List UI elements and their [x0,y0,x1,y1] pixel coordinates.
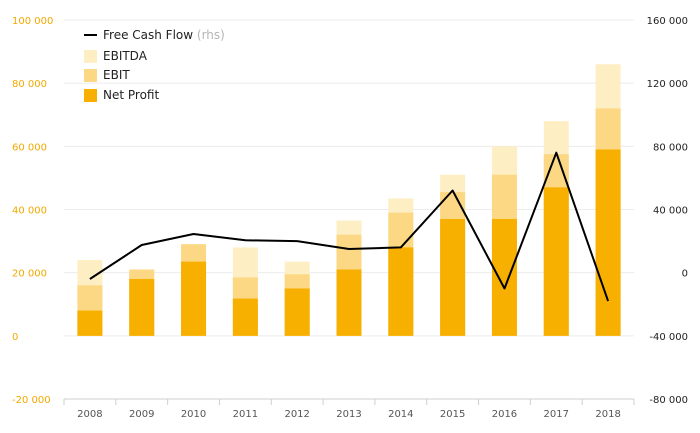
y-left-tick-label: -20 000 [12,395,51,406]
bar-net-profit-2008 [77,310,103,336]
y-left-tick-label: 0 [12,332,18,343]
bar-net-profit-2013 [336,269,362,336]
x-tick-label: 2018 [595,409,620,420]
bar-net-profit-2011 [232,298,258,336]
bar-net-profit-2016 [491,218,517,336]
y-right-tick-label: 120 000 [647,79,688,90]
x-tick-label: 2017 [544,409,569,420]
y-right-tick-label: 80 000 [653,142,688,153]
x-tick-label: 2010 [181,409,206,420]
x-tick-label: 2011 [233,409,258,420]
legend-swatch-ebitda [84,50,97,63]
y-left-tick-label: 80 000 [12,79,47,90]
x-tick-label: 2012 [284,409,309,420]
bar-net-profit-2014 [388,247,414,336]
y-left-tick-label: 100 000 [12,16,53,27]
bar-net-profit-2017 [543,187,569,336]
bar-series [77,64,621,336]
bar-net-profit-2018 [595,149,621,336]
y-left-tick-label: 60 000 [12,142,47,153]
line-free-cash-flow [89,151,610,302]
y-right-tick-label: 40 000 [653,206,688,217]
y-right-tick-label: 0 [682,269,688,280]
y-right-tick-label: -80 000 [649,395,688,406]
x-tick-label: 2015 [440,409,465,420]
y-axis-left: -20 000 0 20 000 40 000 60 000 80 000 100 000 [12,16,53,406]
y-left-tick-label: 20 000 [12,269,47,280]
bar-net-profit-2010 [181,261,207,336]
x-tick-label: 2016 [492,409,517,420]
legend: Free Cash Flow (rhs) EBITDA EBIT Net Pro… [84,28,225,102]
line-series [89,151,610,302]
legend-swatch-ebit [84,69,97,82]
y-right-tick-label: -40 000 [649,332,688,343]
y-right-tick-label: 160 000 [647,16,688,27]
legend-rhs-suffix: (rhs) [197,28,225,42]
legend-label-net-profit: Net Profit [103,88,159,102]
y-left-tick-label: 40 000 [12,206,47,217]
x-tick-label: 2009 [129,409,154,420]
x-axis: 2008 2009 2010 2011 2012 2013 2014 2015 2016 2017… [63,398,635,420]
bar-net-profit-2009 [129,278,155,336]
legend-label-ebit: EBIT [103,68,130,82]
legend-label-free-cash-flow: Free Cash Flow (rhs) [103,28,225,42]
bar-net-profit-2015 [440,218,466,336]
y-axis-right: -80 000 -40 000 0 40 000 80 000 120 000 160 00… [647,16,688,406]
legend-label-ebitda: EBITDA [103,49,148,63]
bar-net-profit-2012 [284,288,310,336]
x-tick-label: 2014 [388,409,413,420]
legend-swatch-net-profit [84,89,97,102]
x-tick-label: 2008 [77,409,102,420]
x-tick-label: 2013 [336,409,361,420]
